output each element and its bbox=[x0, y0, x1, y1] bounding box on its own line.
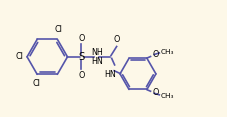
Text: Cl: Cl bbox=[54, 25, 62, 34]
Text: O: O bbox=[152, 50, 159, 59]
Text: O: O bbox=[78, 34, 85, 43]
Text: Cl: Cl bbox=[32, 79, 40, 88]
Text: CH₃: CH₃ bbox=[161, 49, 174, 55]
Text: NH: NH bbox=[91, 48, 103, 57]
Text: O: O bbox=[152, 88, 159, 97]
Text: Cl: Cl bbox=[15, 52, 23, 61]
Text: HN: HN bbox=[104, 70, 116, 79]
Text: CH₃: CH₃ bbox=[161, 93, 174, 99]
Text: S: S bbox=[78, 52, 85, 62]
Text: O: O bbox=[78, 71, 85, 80]
Text: HN: HN bbox=[91, 57, 103, 66]
Text: O: O bbox=[114, 35, 120, 44]
